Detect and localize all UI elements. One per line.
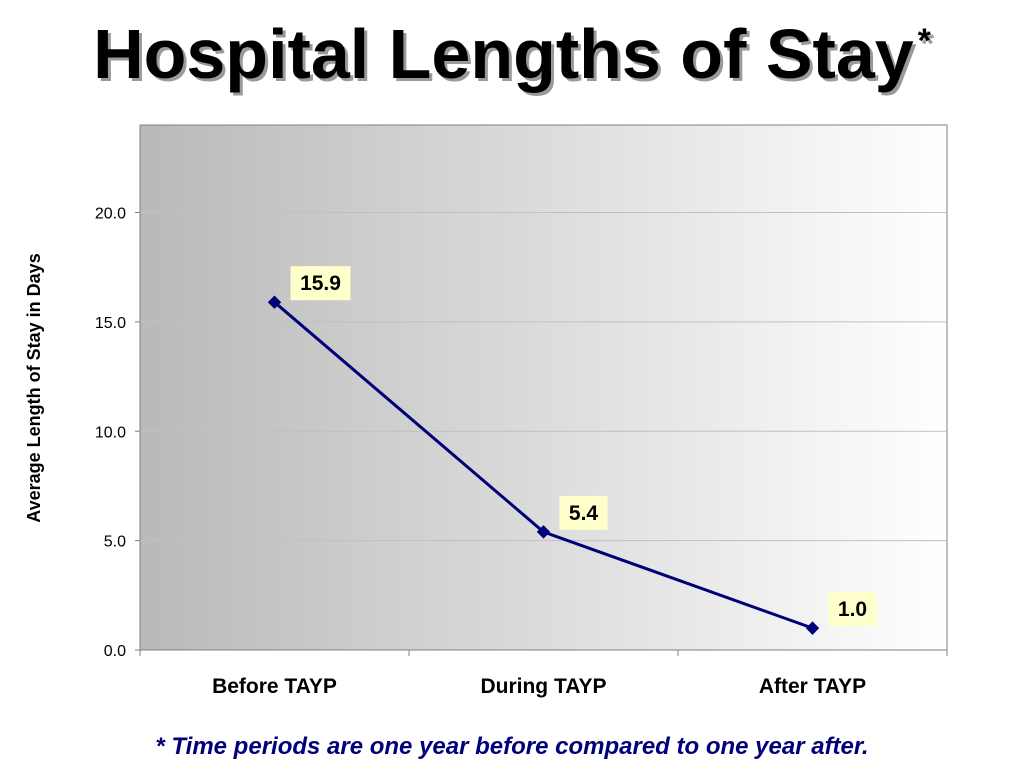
y-axis-title: Average Length of Stay in Days — [24, 253, 44, 522]
x-category-labels: Before TAYP During TAYP After TAYP — [212, 675, 866, 698]
data-label-box — [828, 592, 877, 627]
data-label-box — [559, 495, 608, 530]
x-category-label: After TAYP — [759, 675, 866, 698]
data-label-text: 5.4 — [569, 502, 599, 525]
data-point-marker — [267, 295, 282, 309]
data-point-marker — [536, 525, 551, 539]
x-category-label: Before TAYP — [212, 675, 337, 698]
data-label: 1.0 — [828, 592, 877, 627]
data-label: 5.4 — [559, 495, 608, 530]
data-point-marker — [805, 621, 820, 635]
y-tick-labels: 0.0 5.0 10.0 15.0 20.0 — [95, 206, 126, 661]
axes — [135, 212, 948, 656]
y-tick-label: 10.0 — [95, 424, 126, 441]
footnote: * Time periods are one year before compa… — [155, 733, 869, 760]
y-tick-label: 0.0 — [104, 643, 126, 660]
slide-title: Hospital Lengths of Stay * — [0, 14, 1024, 94]
y-tick-label: 20.0 — [95, 206, 126, 223]
series-markers — [267, 295, 820, 635]
data-label-text: 15.9 — [300, 272, 341, 295]
title-asterisk: * — [917, 22, 931, 60]
data-label-box — [290, 266, 351, 301]
plot-area — [139, 124, 948, 651]
data-labels: 15.9 5.4 1.0 — [290, 266, 877, 627]
data-label: 15.9 — [290, 266, 351, 301]
gridlines — [140, 212, 947, 542]
x-category-label: During TAYP — [480, 675, 606, 698]
title-text: Hospital Lengths of Stay — [93, 15, 914, 93]
y-tick-label: 15.0 — [95, 315, 126, 332]
data-label-text: 1.0 — [838, 598, 867, 621]
y-tick-label: 5.0 — [104, 534, 126, 551]
